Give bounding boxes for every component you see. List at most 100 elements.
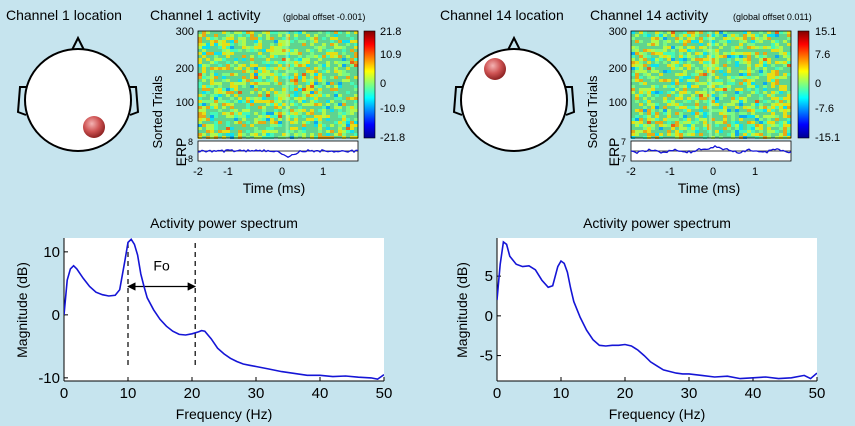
erp-image-cell xyxy=(354,40,358,43)
erp-image-cell xyxy=(683,85,687,88)
erp-image-cell xyxy=(266,127,270,130)
erp-image-cell xyxy=(687,82,691,85)
erp-image-cell xyxy=(655,121,659,124)
erp-image-cell xyxy=(334,55,338,58)
erp-image-cell xyxy=(747,55,751,58)
erp-image-cell xyxy=(274,94,278,97)
erp-image-cell xyxy=(306,121,310,124)
erp-image-cell xyxy=(699,94,703,97)
erp-image-cell xyxy=(214,127,218,130)
erp-image-cell xyxy=(727,127,731,130)
erp-image-cell xyxy=(262,130,266,133)
erp-image-cell xyxy=(298,106,302,109)
erp-image-cell xyxy=(703,46,707,49)
global-offset-label: (global offset 0.011) xyxy=(733,12,812,22)
erp-image-cell xyxy=(274,124,278,127)
erp-image-cell xyxy=(635,115,639,118)
erp-trace-line xyxy=(197,148,359,158)
erp-image-cell xyxy=(222,52,226,55)
erp-image-cell xyxy=(270,31,274,34)
trial-tick-label: 200 xyxy=(609,63,627,75)
erp-image-cell xyxy=(703,118,707,121)
erp-image-cell xyxy=(755,52,759,55)
erp-image-cell xyxy=(310,88,314,91)
erp-image-cell xyxy=(647,130,651,133)
erp-image-cell xyxy=(699,109,703,112)
erp-image-cell xyxy=(282,58,286,61)
erp-image-cell xyxy=(743,115,747,118)
erp-image-cell xyxy=(783,88,787,91)
erp-image-cell xyxy=(274,73,278,76)
erp-image-cell xyxy=(679,112,683,115)
erp-image-cell xyxy=(767,31,771,34)
erp-image-cell xyxy=(310,136,314,139)
erp-image-cell xyxy=(282,112,286,115)
erp-image-cell xyxy=(631,67,635,70)
erp-image-cell xyxy=(671,100,675,103)
erp-image-cell xyxy=(679,124,683,127)
erp-image-cell xyxy=(783,61,787,64)
erp-image-cell xyxy=(266,37,270,40)
erp-image-cell xyxy=(266,94,270,97)
erp-image-cell xyxy=(719,109,723,112)
erp-image-cell xyxy=(354,136,358,139)
erp-image-cell xyxy=(715,124,719,127)
x-axis-label: Frequency (Hz) xyxy=(609,406,705,422)
erp-image-cell xyxy=(342,52,346,55)
colorbar-tick: -10.9 xyxy=(380,103,405,115)
erp-image-cell xyxy=(775,70,779,73)
erp-image-cell xyxy=(302,115,306,118)
erp-image-cell xyxy=(294,31,298,34)
erp-image-cell xyxy=(739,112,743,115)
erp-image-cell xyxy=(691,130,695,133)
erp-image-cell xyxy=(334,106,338,109)
erp-image-cell xyxy=(787,133,791,136)
erp-image-cell xyxy=(254,127,258,130)
erp-image-cell xyxy=(258,91,262,94)
erp-image-cell xyxy=(663,46,667,49)
erp-image-cell xyxy=(198,61,202,64)
erp-image-cell xyxy=(282,91,286,94)
erp-image-cell xyxy=(294,118,298,121)
erp-image-cell xyxy=(310,52,314,55)
erp-image-cell xyxy=(210,61,214,64)
erp-image-cell xyxy=(783,64,787,67)
erp-image-cell xyxy=(655,64,659,67)
erp-image-cell xyxy=(691,34,695,37)
erp-image-cell xyxy=(687,127,691,130)
erp-image-cell xyxy=(214,61,218,64)
erp-image-cell xyxy=(655,133,659,136)
erp-image-cell xyxy=(338,112,342,115)
erp-image-cell xyxy=(278,115,282,118)
erp-image-cell xyxy=(302,43,306,46)
erp-image-cell xyxy=(775,103,779,106)
erp-image-cell xyxy=(759,103,763,106)
erp-image-cell xyxy=(731,49,735,52)
erp-image-cell xyxy=(338,124,342,127)
erp-image-cell xyxy=(302,136,306,139)
erp-image-cell xyxy=(346,31,350,34)
erp-image-cell xyxy=(683,109,687,112)
erp-image-cell xyxy=(206,64,210,67)
erp-image-cell xyxy=(234,40,238,43)
erp-image-cell xyxy=(226,100,230,103)
erp-image-cell xyxy=(647,100,651,103)
erp-image-cell xyxy=(727,52,731,55)
erp-image-cell xyxy=(226,103,230,106)
erp-image-cell xyxy=(338,133,342,136)
erp-image-cell xyxy=(334,31,338,34)
erp-image-cell xyxy=(202,46,206,49)
erp-image-cell xyxy=(222,88,226,91)
erp-image-cell xyxy=(314,37,318,40)
erp-image-cell xyxy=(262,82,266,85)
erp-image-cell xyxy=(198,115,202,118)
erp-image-cell xyxy=(747,121,751,124)
erp-image-cell xyxy=(210,112,214,115)
erp-image-cell xyxy=(206,37,210,40)
erp-image-cell xyxy=(775,67,779,70)
erp-image-frame xyxy=(630,30,792,139)
erp-image-cell xyxy=(314,136,318,139)
erp-image-cell xyxy=(723,109,727,112)
erp-image-cell xyxy=(663,118,667,121)
erp-image-cell xyxy=(651,52,655,55)
